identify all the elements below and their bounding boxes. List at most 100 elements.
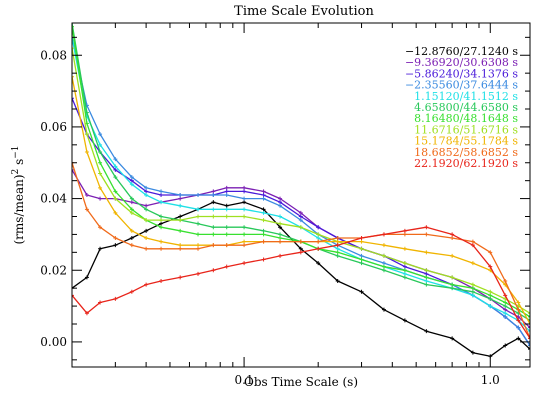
data-point	[261, 218, 266, 223]
y-axis-label-main: (rms/mean)	[12, 174, 26, 244]
data-point	[242, 207, 247, 212]
data-point	[211, 189, 216, 194]
data-point	[528, 311, 530, 316]
data-point	[503, 279, 508, 283]
data-point	[450, 282, 455, 287]
data-point	[242, 196, 247, 201]
data-point	[178, 228, 183, 233]
data-point	[144, 236, 149, 240]
y-tick-label: 0.00	[40, 335, 67, 349]
legend-entry-8: 11.6716/51.6716 s	[414, 123, 518, 136]
data-point	[144, 228, 149, 233]
data-point	[402, 318, 407, 323]
legend-entry-10: 18.6852/58.6852 s	[414, 146, 518, 159]
data-point	[211, 243, 216, 248]
data-point	[528, 336, 530, 341]
y-tick-label: 0.08	[40, 48, 67, 62]
data-point	[72, 96, 74, 101]
data-point	[278, 203, 283, 208]
data-point	[144, 193, 149, 197]
data-point	[503, 311, 508, 316]
data-point	[450, 275, 455, 280]
data-point	[316, 261, 321, 266]
data-point	[98, 132, 103, 137]
data-point	[298, 214, 303, 219]
data-point	[450, 336, 455, 341]
data-point	[503, 304, 508, 309]
data-point	[129, 175, 134, 180]
data-point	[450, 253, 455, 258]
data-point	[503, 307, 508, 312]
data-point	[113, 243, 118, 248]
data-point	[129, 196, 134, 201]
data-point	[424, 329, 429, 334]
data-point	[98, 142, 103, 147]
data-point	[224, 225, 229, 230]
x-tick-label: 0.1	[235, 373, 254, 387]
data-point	[98, 171, 103, 176]
legend-entry-7: 8.16480/48.1648 s	[414, 112, 518, 125]
plot-frame	[71, 22, 531, 368]
data-point	[98, 246, 103, 251]
data-point	[178, 193, 183, 197]
data-point	[84, 275, 89, 280]
x-axis-label: Obs Time Scale (s)	[244, 375, 358, 389]
data-point	[224, 214, 229, 219]
data-point	[242, 232, 247, 237]
data-point	[242, 243, 247, 248]
data-point	[178, 196, 183, 201]
data-point	[488, 293, 493, 298]
data-point	[316, 236, 321, 240]
legend-entry-5: 1.15120/41.1512 s	[414, 90, 518, 103]
data-point	[178, 218, 183, 223]
y-axis-label: (rms/mean)2 s−1	[11, 145, 26, 244]
data-point	[178, 243, 183, 248]
data-point	[211, 214, 216, 219]
chart-title: Time Scale Evolution	[234, 4, 374, 19]
data-point	[84, 132, 89, 137]
data-point	[424, 279, 429, 283]
data-point	[381, 243, 386, 248]
legend-entry-2: −9.36920/30.6308 s	[405, 56, 518, 69]
data-point	[359, 239, 364, 244]
data-point	[335, 239, 340, 244]
data-point	[335, 243, 340, 248]
legend-entry-9: 15.1784/55.1784 s	[414, 135, 518, 148]
data-point	[224, 264, 229, 269]
data-point	[359, 289, 364, 294]
data-point	[211, 207, 216, 212]
data-point	[196, 221, 201, 226]
data-point	[503, 300, 508, 305]
data-point	[196, 207, 201, 212]
data-point	[261, 228, 266, 233]
data-point	[98, 185, 103, 190]
data-point	[242, 225, 247, 230]
legend-entry-11: 22.1920/62.1920 s	[414, 157, 518, 170]
data-point	[211, 268, 216, 273]
data-point	[528, 329, 530, 334]
data-point	[402, 271, 407, 276]
data-point	[278, 253, 283, 258]
data-point	[470, 282, 475, 287]
legend-entry-1: −12.8760/27.1240 s	[405, 45, 518, 58]
data-point	[242, 189, 247, 194]
data-point	[84, 193, 89, 197]
data-point	[278, 225, 283, 230]
data-point	[159, 279, 164, 283]
data-point	[359, 257, 364, 262]
data-point	[159, 221, 164, 226]
data-point	[72, 24, 74, 29]
data-point	[159, 225, 164, 230]
data-point	[178, 203, 183, 208]
data-point	[84, 207, 89, 212]
data-point	[470, 289, 475, 294]
y-tick-label: 0.06	[40, 120, 67, 134]
series-layer	[72, 23, 530, 359]
data-point	[278, 200, 283, 205]
data-point	[402, 264, 407, 269]
data-point	[224, 243, 229, 248]
data-point	[402, 246, 407, 251]
data-point	[424, 271, 429, 276]
data-point	[242, 214, 247, 219]
